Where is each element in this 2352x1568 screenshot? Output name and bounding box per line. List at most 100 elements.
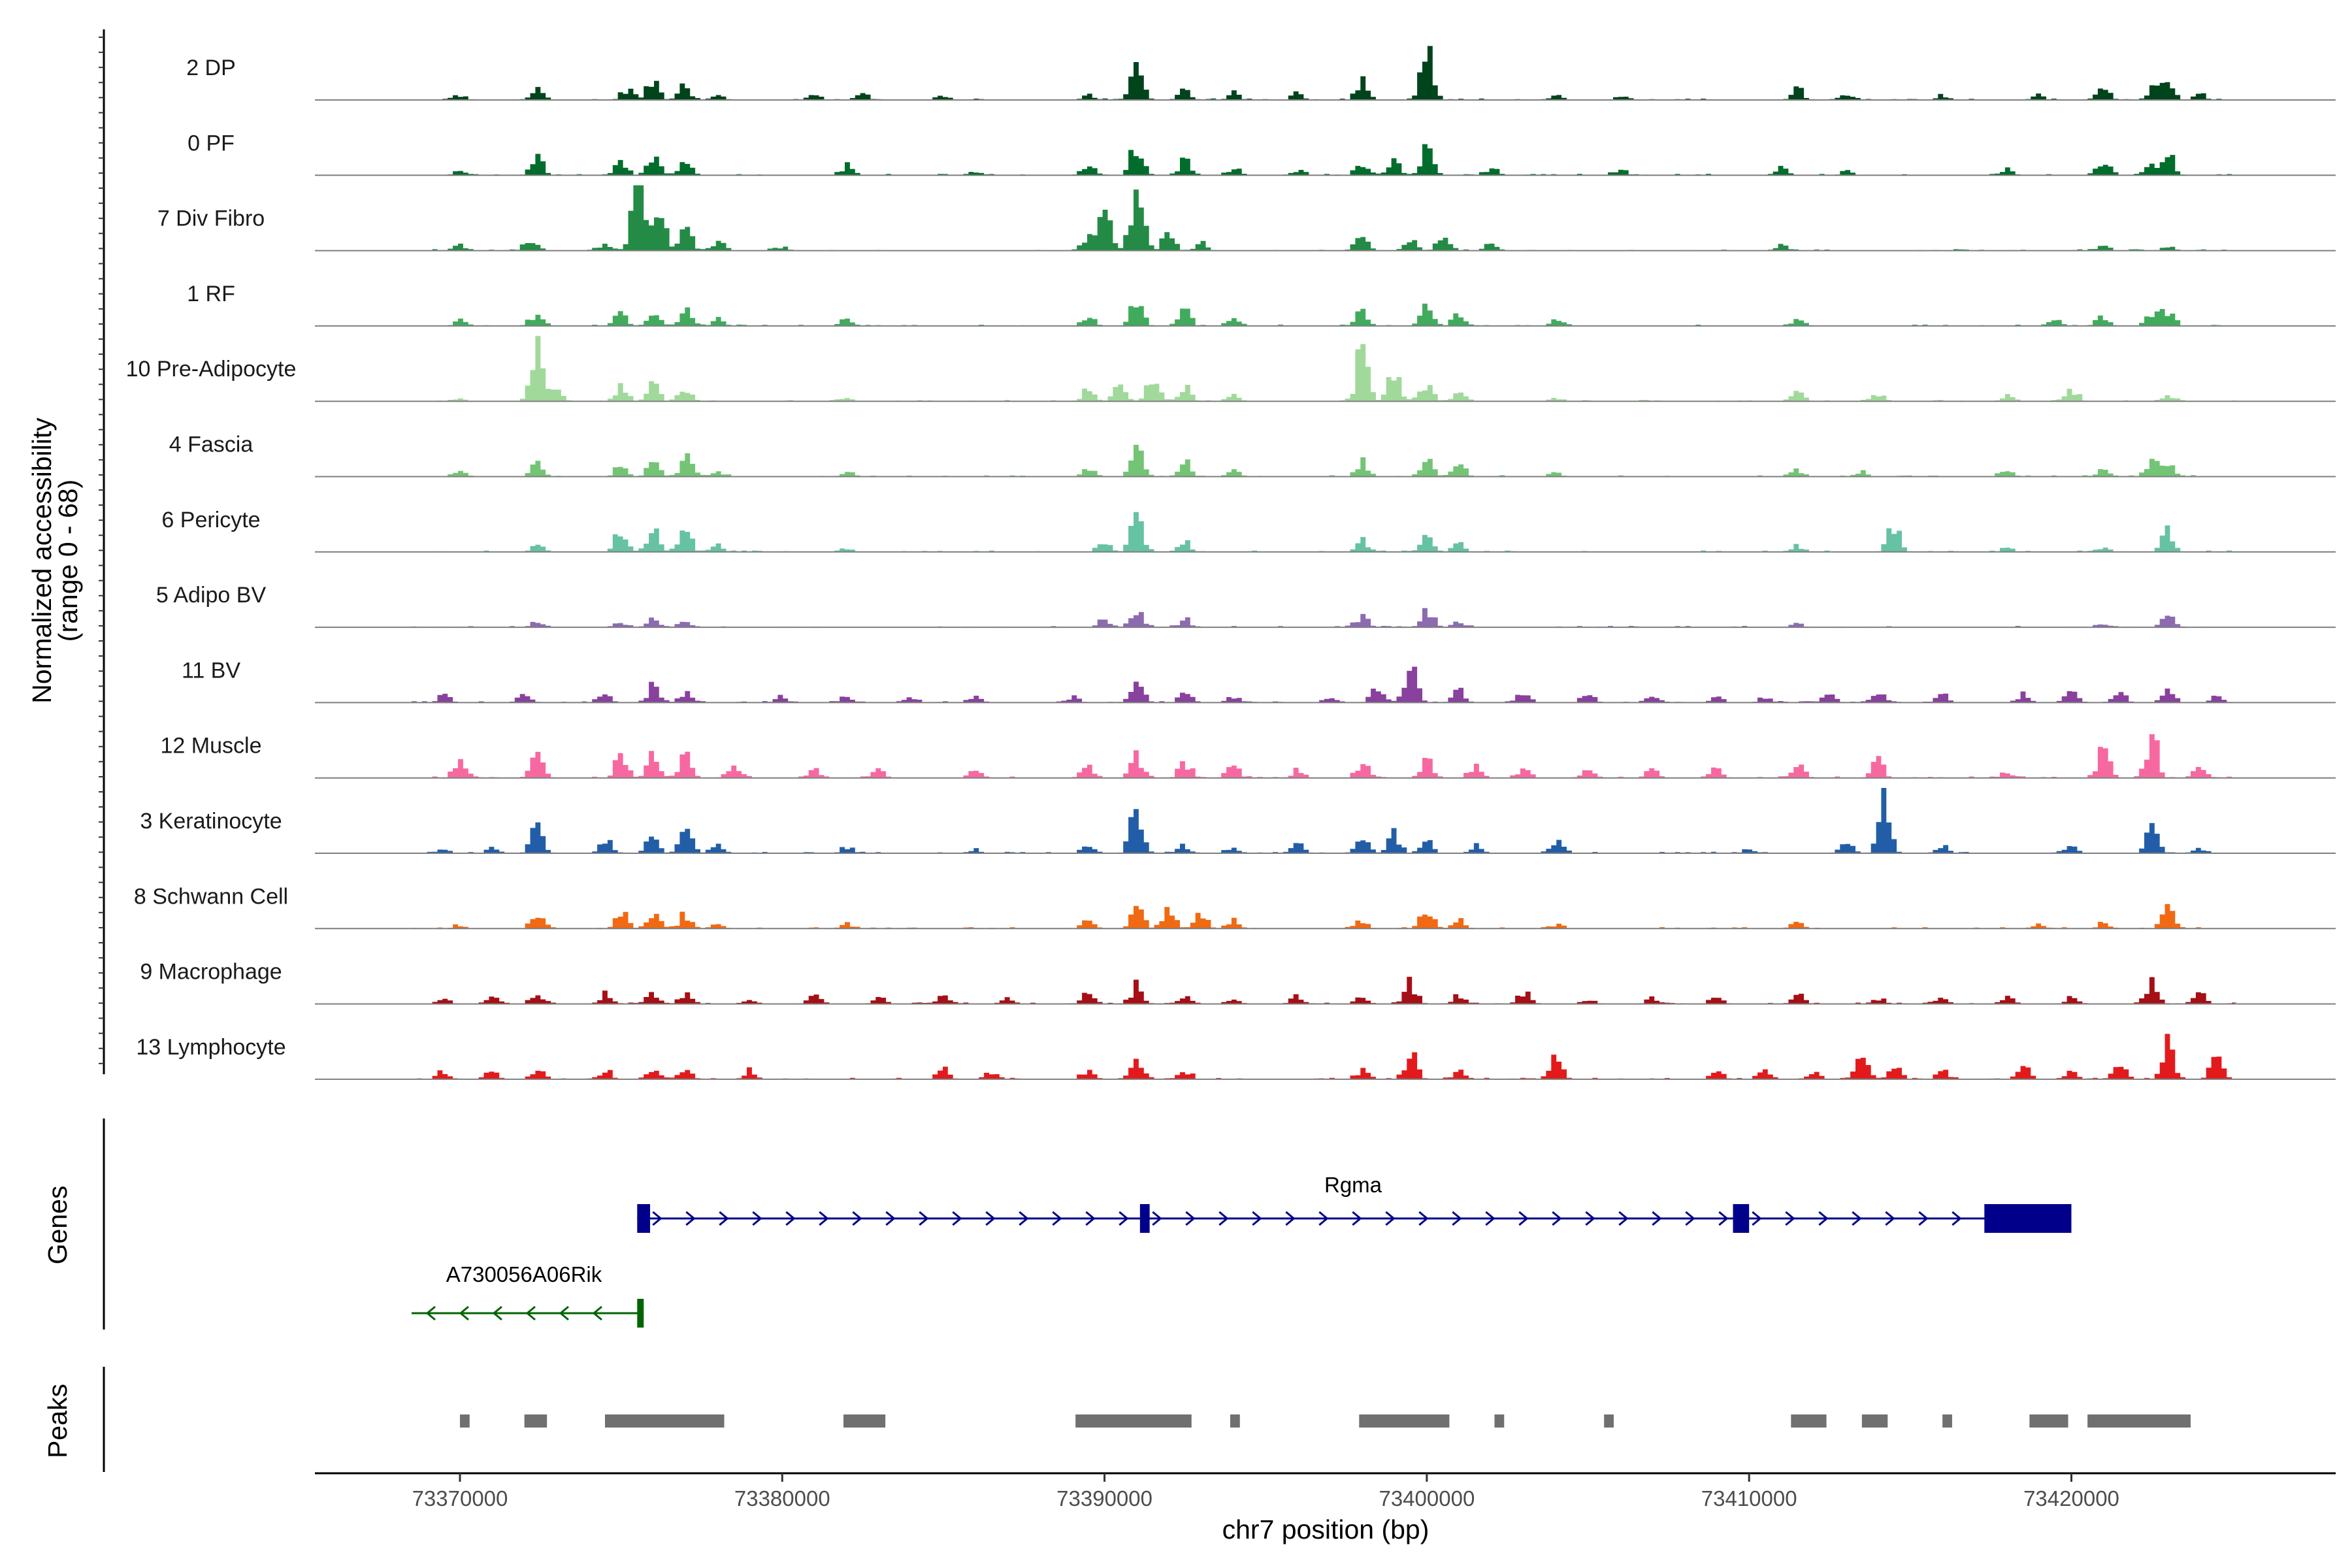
- strand-arrow: [492, 1305, 502, 1321]
- strand-arrow: [425, 1305, 436, 1321]
- coverage-tracks: 2 DP 0 PF 7 Div Fibro 1 RF 10 Pre-Adipocyte 4…: [126, 46, 2336, 1080]
- gene-track: Rgma A730056A06Rik: [411, 1173, 2072, 1328]
- peak-region: [1494, 1414, 1505, 1428]
- strand-arrow: [1685, 1211, 1695, 1226]
- coverage-area: [412, 904, 2237, 929]
- strand-arrow: [1119, 1211, 1129, 1226]
- coverage-area: [412, 666, 2237, 703]
- track-label: 10 Pre-Adipocyte: [126, 357, 297, 382]
- strand-arrow: [1285, 1211, 1296, 1226]
- strand-arrow: [885, 1211, 896, 1226]
- strand-arrow: [1252, 1211, 1262, 1226]
- coverage-area: [412, 734, 2237, 778]
- track-13-lymphocyte: 13 Lymphocyte: [136, 1034, 2336, 1080]
- track-1-rf: 1 RF: [187, 282, 2336, 327]
- strand-arrow: [592, 1305, 602, 1321]
- x-axis-title: chr7 position (bp): [1222, 1514, 1429, 1544]
- strand-arrow: [1552, 1211, 1562, 1226]
- peaks-track-title: Peaks: [42, 1384, 73, 1458]
- coverage-area: [412, 185, 2237, 251]
- gene-exon: [637, 1204, 651, 1233]
- track-label: 4 Fascia: [169, 433, 253, 457]
- x-tick-label: 73420000: [2023, 1486, 2119, 1511]
- gene-exon: [1984, 1204, 2072, 1233]
- coverage-area: [412, 46, 2237, 100]
- strand-arrow: [685, 1211, 696, 1226]
- strand-arrow: [1485, 1211, 1495, 1226]
- coverage-area: [412, 977, 2237, 1004]
- strand-arrow: [1318, 1211, 1329, 1226]
- track-3-keratinocyte: 3 Keratinocyte: [140, 788, 2336, 854]
- strand-arrow: [1585, 1211, 1595, 1226]
- strand-arrow: [1618, 1211, 1629, 1226]
- peak-region: [1359, 1414, 1450, 1428]
- x-tick-label: 73400000: [1379, 1486, 1475, 1511]
- strand-arrow: [652, 1211, 662, 1226]
- track-label: 7 Div Fibro: [157, 206, 265, 231]
- track-12-muscle: 12 Muscle: [161, 734, 2336, 779]
- track-label: 1 RF: [187, 282, 235, 306]
- strand-arrow: [1452, 1211, 1462, 1226]
- peak-region: [1942, 1414, 1952, 1428]
- track-9-macrophage: 9 Macrophage: [140, 960, 2336, 1005]
- strand-arrow: [1885, 1211, 1895, 1226]
- track-5-adipo-bv: 5 Adipo BV: [156, 583, 2336, 629]
- track-0-pf: 0 PF: [188, 131, 2336, 176]
- strand-arrow: [719, 1211, 729, 1226]
- axes: 73370000 73380000 73390000 73400000 73410000…: [99, 29, 2336, 1511]
- peak-region: [1230, 1414, 1240, 1428]
- strand-arrow: [819, 1211, 829, 1226]
- x-tick-label: 73370000: [412, 1486, 508, 1511]
- strand-arrow: [1085, 1211, 1096, 1226]
- strand-arrow: [1218, 1211, 1229, 1226]
- track-label: 6 Pericyte: [161, 508, 260, 532]
- coverage-area: [412, 303, 2237, 326]
- strand-arrow: [1152, 1211, 1162, 1226]
- peak-region: [1604, 1414, 1614, 1428]
- gene-rgma: Rgma: [637, 1173, 2072, 1233]
- gene-exon: [1139, 1204, 1150, 1233]
- strand-arrow: [952, 1211, 962, 1226]
- x-tick-label: 73380000: [734, 1486, 830, 1511]
- track-label: 9 Macrophage: [140, 960, 282, 985]
- strand-arrow: [1852, 1211, 1862, 1226]
- peak-region: [2087, 1414, 2191, 1428]
- gene-label: Rgma: [1324, 1173, 1382, 1197]
- track-label: 11 BV: [182, 658, 240, 683]
- strand-arrow: [1752, 1211, 1762, 1226]
- track-label: 3 Keratinocyte: [140, 809, 282, 834]
- strand-arrow: [785, 1211, 796, 1226]
- strand-arrow: [919, 1211, 929, 1226]
- coverage-area: [412, 444, 2237, 477]
- peak-region: [2029, 1414, 2068, 1428]
- track-2-dp: 2 DP: [186, 46, 2336, 101]
- strand-arrow: [852, 1211, 862, 1226]
- strand-arrow: [1518, 1211, 1529, 1226]
- strand-arrow: [1019, 1211, 1029, 1226]
- gene-exon: [1733, 1204, 1750, 1233]
- strand-arrow: [985, 1211, 996, 1226]
- track-6-pericyte: 6 Pericyte: [161, 508, 2336, 553]
- strand-arrow: [1352, 1211, 1362, 1226]
- track-10-pre-adipocyte: 10 Pre-Adipocyte: [126, 336, 2336, 402]
- coverage-area: [412, 1034, 2237, 1079]
- peak-region: [459, 1414, 470, 1428]
- strand-arrow: [1785, 1211, 1795, 1226]
- genes-track-title: Genes: [42, 1186, 73, 1265]
- track-label: 2 DP: [186, 56, 236, 80]
- peak-track: [459, 1414, 2191, 1428]
- track-label: 13 Lymphocyte: [136, 1035, 286, 1060]
- strand-arrow: [1418, 1211, 1429, 1226]
- track-8-schwann-cell: 8 Schwann Cell: [134, 884, 2336, 930]
- coverage-area: [412, 144, 2237, 176]
- coverage-area: [412, 788, 2237, 853]
- gene-a730056a06rik: A730056A06Rik: [411, 1262, 644, 1328]
- peak-region: [524, 1414, 547, 1428]
- y-axis-title-line1: Normalized accessibility: [27, 417, 57, 704]
- strand-arrow: [1952, 1211, 1962, 1226]
- track-11-bv: 11 BV: [182, 658, 2336, 704]
- strand-arrow: [525, 1305, 536, 1321]
- track-label: 5 Adipo BV: [156, 583, 267, 608]
- peak-region: [604, 1414, 725, 1428]
